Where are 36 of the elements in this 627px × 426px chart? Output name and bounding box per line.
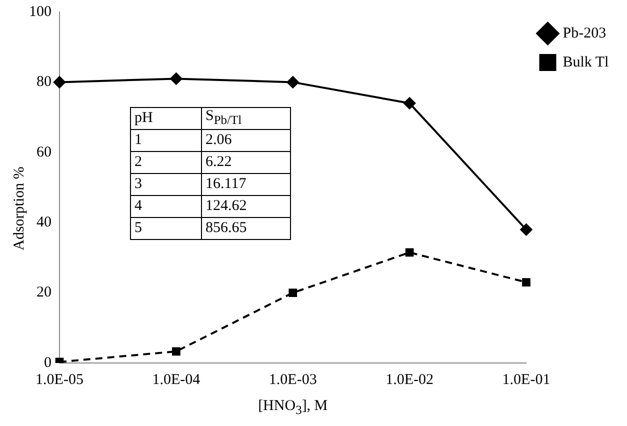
x-tick-label: 1.0E-02 [386,372,434,388]
annotation: 4 [130,195,201,218]
point [172,347,180,356]
y-tick-label: 80 [36,74,52,90]
annotation: 5 [130,217,201,240]
y-tick-label: 60 [36,144,52,160]
y-tick-label: 0 [44,354,52,371]
annotation: 124.62 [201,195,290,218]
y-tick-label: 20 [36,284,52,301]
annotation: 16.117 [201,173,290,196]
legend-label: Pb-203 [562,25,606,42]
x-tick-label: 1.0E-03 [268,372,317,388]
point [170,72,182,85]
annotation: 856.65 [201,217,290,240]
annotation: pH [130,107,201,130]
annotation: 6.22 [201,151,290,174]
point [288,288,298,297]
point [520,224,532,236]
point [405,248,414,257]
annotation: 2 [130,151,201,174]
x-tick-label: 1.0E-05 [36,372,84,388]
x-tick-label: 1.0E-04 [152,372,201,388]
point [54,76,66,88]
point [522,278,530,286]
x-tick-label: 1.0E-01 [502,372,550,388]
x-axis-title: [HNO$_{3}$], M [257,398,329,418]
annotation: 1 [130,129,201,152]
annotation: 3 [130,173,201,196]
point [404,97,416,110]
annotation: S$_{Pb/Tl}$ [201,107,290,130]
annotation: 2.06 [201,129,290,152]
legend-label: Bulk Tl [562,54,609,70]
y-tick-label: 100 [29,4,52,20]
y-tick-label: 40 [36,214,52,231]
point [286,76,299,88]
y-axis-title: Adsorption % [12,166,28,252]
